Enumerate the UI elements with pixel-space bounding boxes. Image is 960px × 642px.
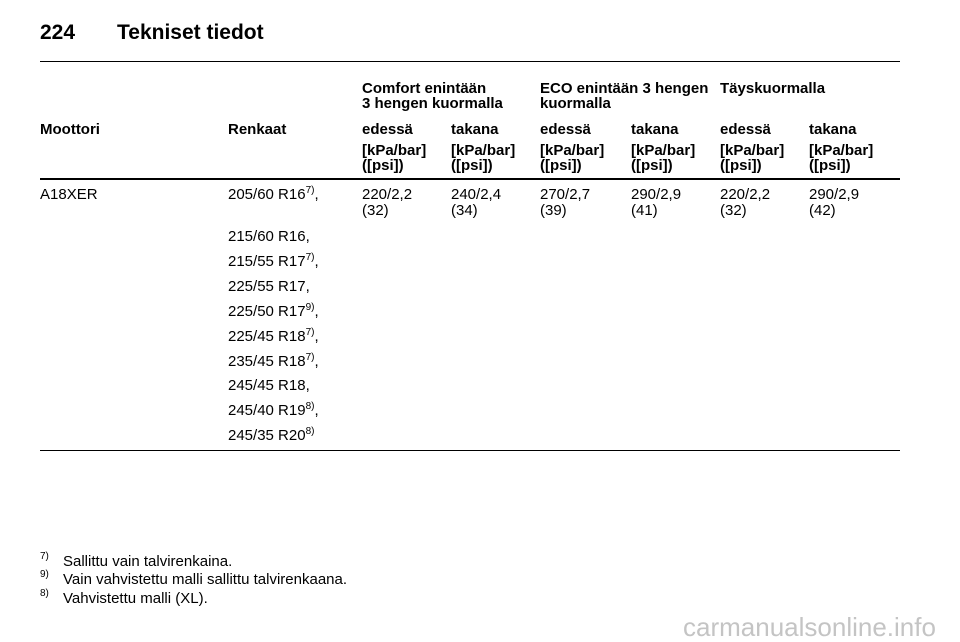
unit-label: [kPa/bar] (631, 142, 696, 159)
unit-label: [kPa/bar] (809, 142, 874, 159)
engine: A18XER (40, 186, 98, 203)
tire-size: 215/60 R16, (228, 229, 310, 245)
separator: , (314, 302, 319, 320)
tire-text: 245/35 R20 (228, 427, 306, 445)
pressure-value: (34) (451, 202, 478, 219)
tire-text: 225/45 R18 (228, 327, 306, 345)
column-header: Moottori (40, 121, 100, 138)
tire-size: 205/60 R167), (228, 185, 319, 203)
separator: , (314, 186, 319, 203)
column-header: edessä (720, 121, 771, 138)
separator: , (314, 252, 319, 270)
unit-label: ([psi]) (451, 157, 493, 174)
group-header: Täyskuormalla (720, 80, 826, 97)
pressure-value: (32) (720, 202, 747, 219)
page-title: Tekniset tiedot (117, 21, 264, 44)
footnote-ref: 8) (305, 401, 315, 413)
unit-label: [kPa/bar] (451, 142, 516, 159)
tire-text: 245/40 R19 (228, 402, 306, 420)
page-number: 224 (40, 21, 76, 44)
unit-label: [kPa/bar] (540, 142, 605, 159)
footnote-mark: 8) (40, 588, 49, 599)
group-header: 3 hengen kuormalla (362, 95, 503, 112)
column-header: edessä (540, 121, 591, 138)
pressure-value: (42) (809, 202, 836, 219)
column-header: edessä (362, 121, 413, 138)
column-header: Renkaat (228, 121, 287, 138)
tire-text: 235/45 R18 (228, 352, 306, 370)
unit-label: ([psi]) (631, 157, 673, 174)
column-header: takana (451, 121, 499, 138)
pressure-value: (41) (631, 202, 658, 219)
tire-text: 205/60 R16 (228, 186, 306, 203)
pressure-value: 220/2,2 (362, 186, 413, 203)
footnote-ref: 7) (305, 251, 315, 263)
tire-size: 225/45 R187), (228, 326, 319, 345)
unit-label: ([psi]) (809, 157, 851, 174)
pressure-value: (39) (540, 202, 567, 219)
footnote-ref: 7) (305, 351, 315, 363)
tire-text: 225/50 R17 (228, 302, 306, 320)
separator: , (314, 327, 319, 345)
tire-text: 215/60 R16, (228, 228, 310, 245)
footnote-mark: 7) (40, 551, 49, 562)
tire-size: 215/55 R177), (228, 251, 319, 270)
footnote-ref: 7) (305, 185, 315, 196)
tire-text: 225/55 R17, (228, 277, 310, 295)
tire-size: 225/50 R179), (228, 301, 319, 320)
header-rule (40, 61, 900, 62)
unit-label: ([psi]) (540, 157, 582, 174)
footnote-ref: 8) (305, 426, 315, 438)
footnote-ref: 9) (305, 301, 315, 313)
tire-size: 245/35 R208) (228, 426, 315, 445)
tire-size: 245/45 R18, (228, 378, 310, 394)
group-header: kuormalla (540, 95, 611, 112)
footnote-ref: 7) (305, 326, 315, 338)
tire-text: 245/45 R18, (228, 377, 310, 395)
footnote-text: Vahvistettu malli (XL). (63, 590, 208, 607)
footnote-mark: 9) (40, 569, 49, 580)
unit-label: ([psi]) (362, 157, 404, 174)
pressure-value: 220/2,2 (720, 186, 771, 203)
tire-size: 235/45 R187), (228, 351, 319, 370)
column-header: takana (631, 121, 679, 138)
group-header: Comfort enintään (362, 80, 487, 97)
separator: , (314, 402, 319, 420)
table-head-rule (40, 178, 900, 180)
group-header: ECO enintään 3 hengen (540, 80, 709, 97)
footnote-text: Sallittu vain talvirenkaina. (63, 553, 233, 570)
unit-label: [kPa/bar] (720, 142, 785, 159)
watermark: carmanualsonline.info (683, 612, 936, 642)
separator: , (314, 352, 319, 370)
pressure-value: 290/2,9 (631, 186, 682, 203)
tire-size: 225/55 R17, (228, 277, 310, 295)
table-end-rule (40, 450, 900, 451)
pressure-value: (32) (362, 202, 389, 219)
unit-label: [kPa/bar] (362, 142, 427, 159)
tire-text: 215/55 R17 (228, 252, 306, 270)
tire-size: 245/40 R198), (228, 401, 319, 420)
unit-label: ([psi]) (720, 157, 762, 174)
pressure-value: 240/2,4 (451, 186, 502, 203)
column-header: takana (809, 121, 857, 138)
pressure-value: 270/2,7 (540, 186, 591, 203)
footnote-text: Vain vahvistettu malli sallittu talviren… (63, 571, 348, 588)
pressure-value: 290/2,9 (809, 186, 860, 203)
